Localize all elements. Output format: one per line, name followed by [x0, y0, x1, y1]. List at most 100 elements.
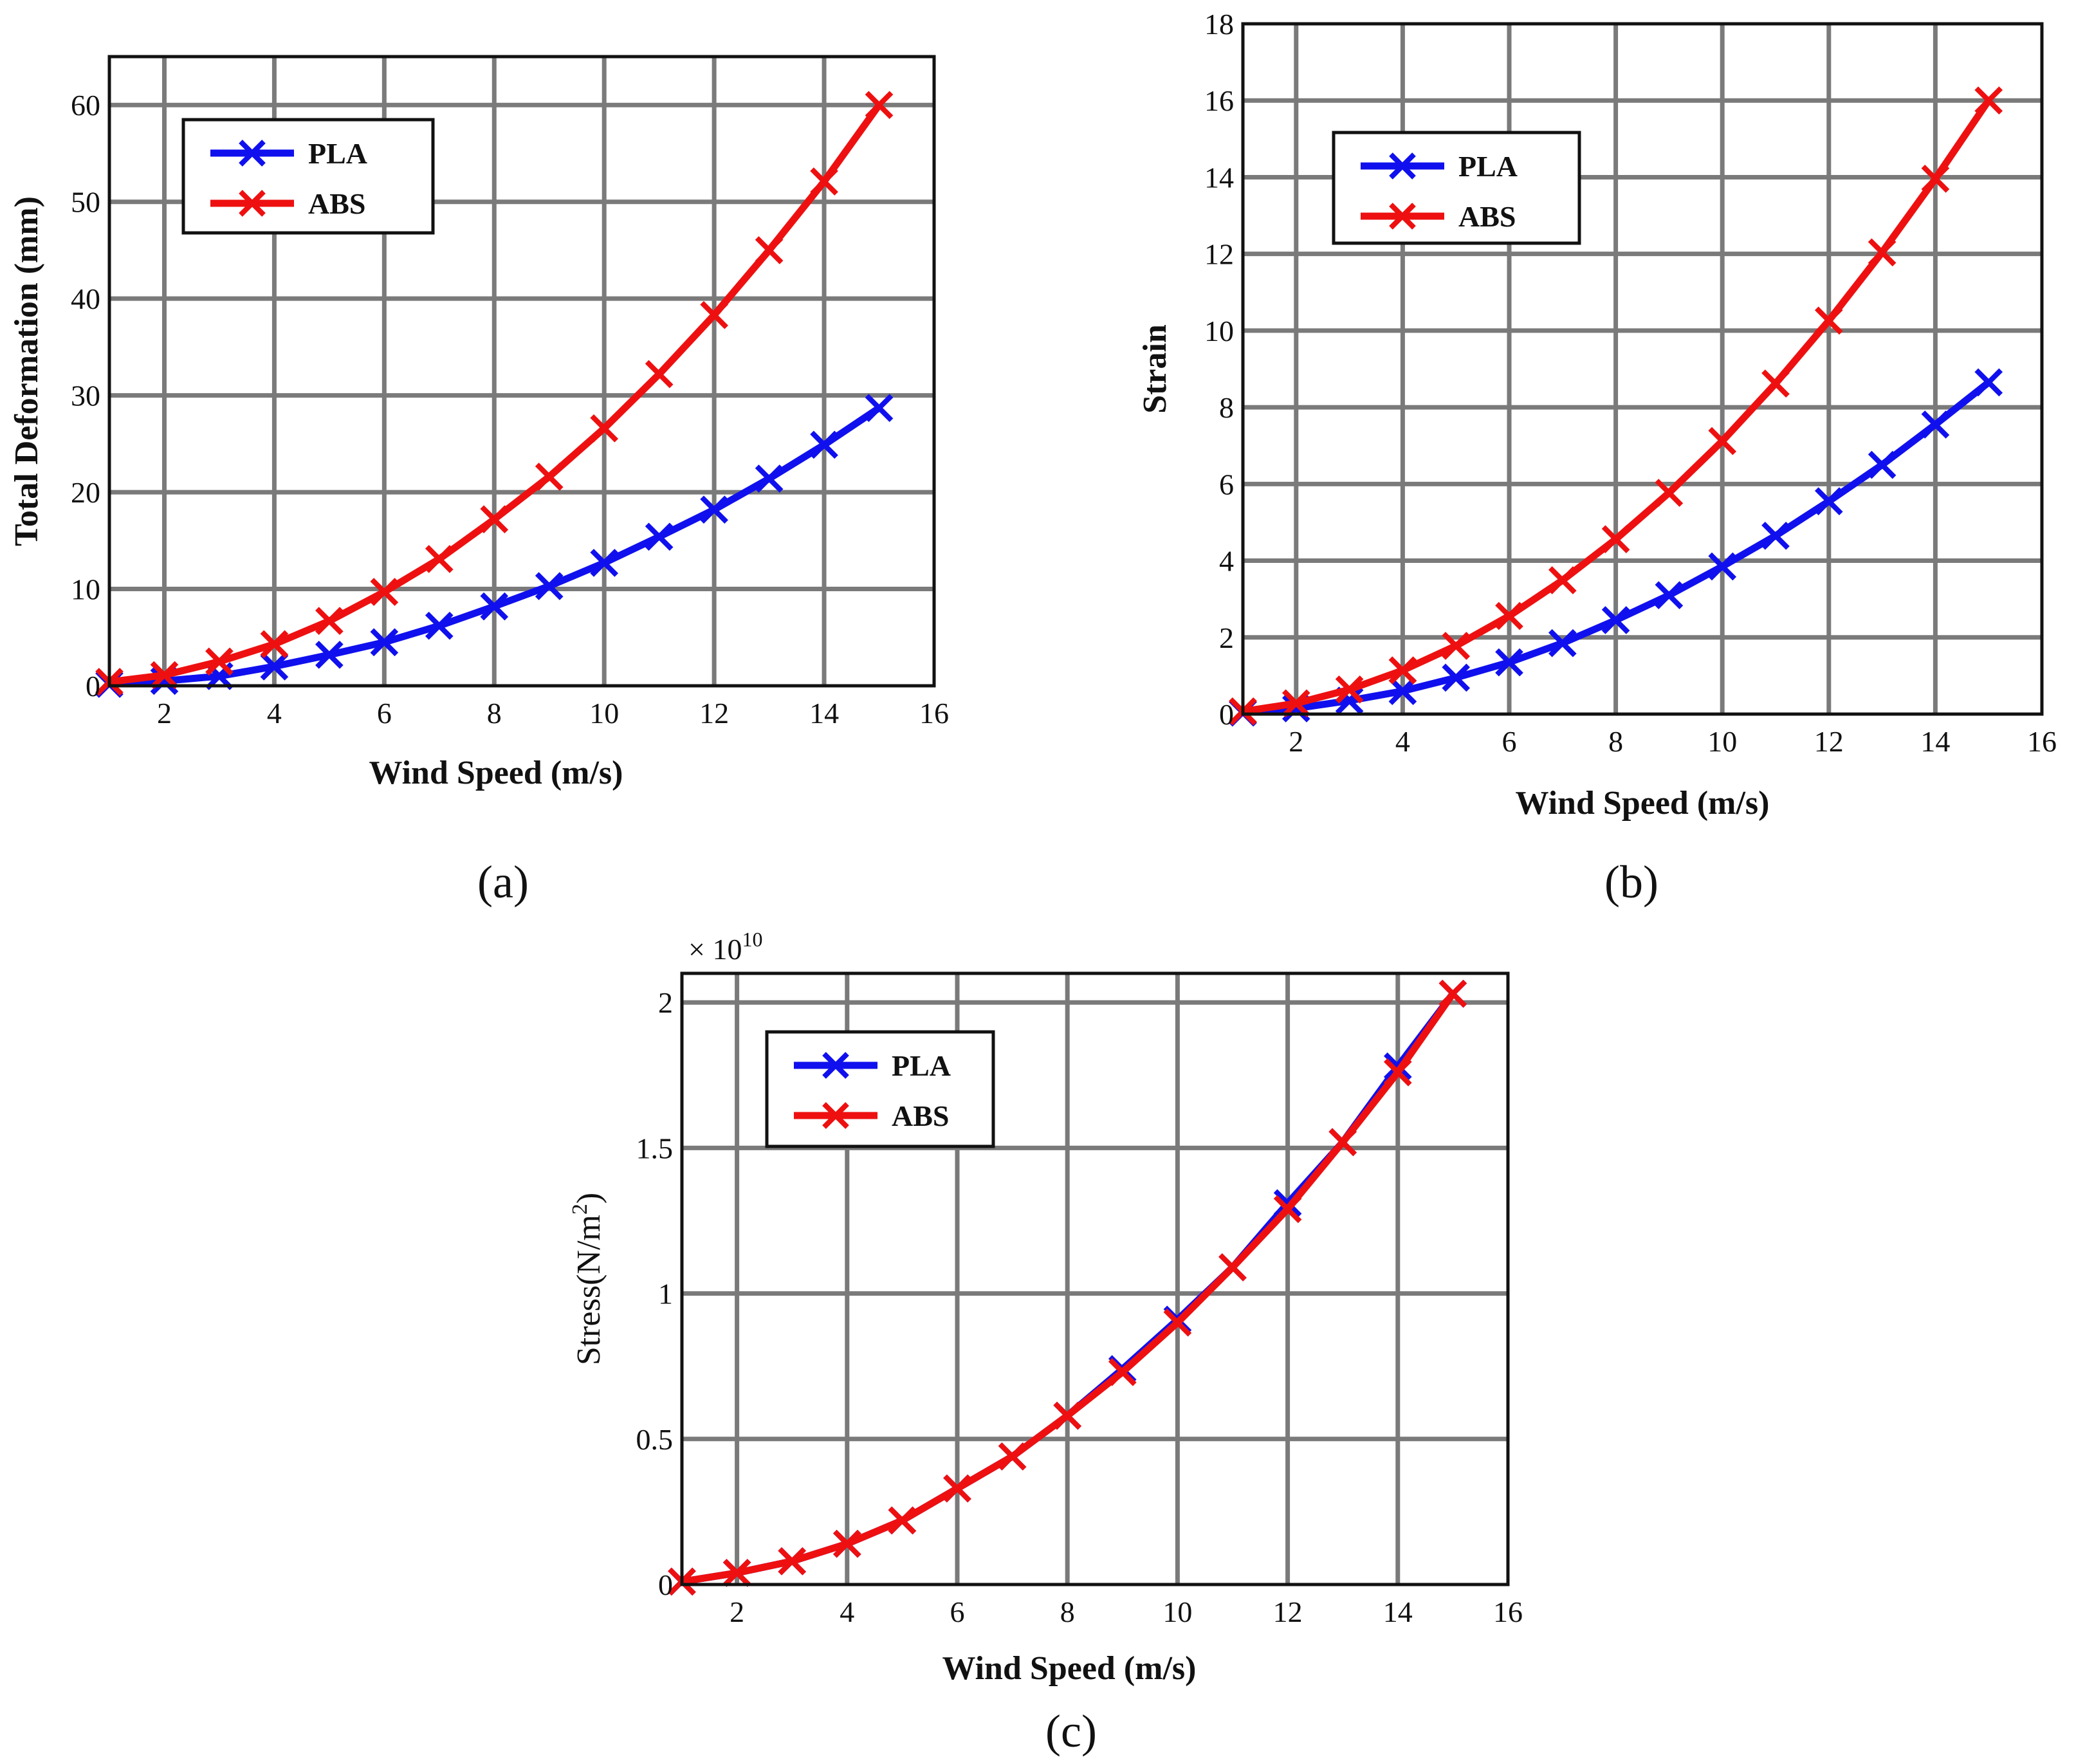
- y-tick-label: 10: [1204, 315, 1234, 347]
- data-point-abs: [1974, 86, 2003, 115]
- legend-marker-abs: [1389, 203, 1416, 230]
- data-point-abs: [888, 1506, 917, 1535]
- y-axis-label-group: Stress(N/m2): [568, 1193, 607, 1365]
- y-axis-label: Strain: [1137, 324, 1173, 414]
- data-point-abs: [1328, 1128, 1357, 1157]
- data-point-pla: [535, 572, 564, 600]
- x-axis-label: Wind Speed (m/s): [369, 755, 623, 791]
- data-point-abs: [700, 300, 728, 329]
- panel-a-caption: (a): [477, 856, 529, 908]
- legend-label-abs: ABS: [1458, 200, 1516, 233]
- x-tick-label: 6: [377, 697, 392, 730]
- y-tick-label: 0.5: [636, 1423, 674, 1456]
- legend-label-pla: PLA: [308, 137, 367, 170]
- y-tick-label: 12: [1204, 238, 1234, 271]
- data-point-abs: [1708, 427, 1737, 455]
- y-tick-label: 10: [71, 573, 100, 606]
- data-point-pla: [1388, 677, 1417, 706]
- y-tick-label: 30: [71, 380, 100, 412]
- legend: PLA ABS: [1332, 131, 1581, 245]
- y-tick-label: 18: [1204, 8, 1234, 41]
- x-tick-label: 10: [1162, 1595, 1192, 1628]
- y-tick-label: 0: [86, 670, 100, 703]
- y-tick-label: 20: [71, 476, 100, 509]
- data-point-pla: [1708, 552, 1737, 581]
- data-point-pla: [1868, 450, 1897, 479]
- legend-marker-pla: [1389, 152, 1416, 179]
- data-point-abs: [1921, 165, 1950, 193]
- data-point-abs: [1442, 632, 1471, 660]
- axes-frame: [107, 55, 936, 688]
- y-axis-label-group: Strain: [1137, 324, 1173, 414]
- data-point-abs: [150, 661, 179, 690]
- axes-frame: [1241, 22, 2044, 716]
- data-point-abs: [1601, 525, 1630, 554]
- data-point-abs: [205, 647, 234, 676]
- data-point-abs: [1388, 656, 1417, 684]
- data-point-pla: [1761, 521, 1790, 550]
- data-point-abs: [535, 463, 564, 491]
- x-tick-label: 14: [809, 697, 839, 730]
- panel-c-caption: (c): [1045, 1705, 1097, 1757]
- data-point-abs: [832, 1529, 861, 1558]
- y-tick-label: 2: [1219, 621, 1234, 654]
- legend-label-pla: PLA: [892, 1049, 951, 1082]
- y-tick-label: 2: [658, 986, 673, 1019]
- x-tick-label: 4: [840, 1595, 854, 1628]
- data-point-pla: [755, 464, 784, 493]
- x-tick-label: 12: [1814, 725, 1844, 758]
- y-tick-label: 4: [1219, 545, 1234, 578]
- x-tick-label: 2: [157, 697, 172, 730]
- x-tick-label: 8: [1608, 725, 1623, 758]
- y-axis-label: Total Deformation (mm): [8, 196, 45, 546]
- legend-marker-pla: [822, 1052, 849, 1079]
- y-axis-label-suffix: ): [571, 1193, 607, 1204]
- x-axis-label: Wind Speed (m/s): [942, 1650, 1197, 1687]
- data-point-abs: [1814, 306, 1843, 335]
- data-point-abs: [998, 1442, 1027, 1471]
- y-axis-exponent-power: 10: [742, 928, 762, 951]
- panel-b-plot: 2 4 6 8 10 12 14 16 0 2 4 6 8 10 12 14 16 18 Wind Speed (m…: [1137, 8, 2057, 822]
- panel-a-chart: 2 4 6 8 10 12 14 16 0 10 20 30 40 50 60 Wind Speed (m/s…: [8, 55, 949, 908]
- x-tick-label: 14: [1920, 725, 1950, 758]
- panel-c-plot: 2 4 6 8 10 12 14 16 0 0.5 1 1.5 2 Wind Speed (m/s) Str…: [568, 928, 1523, 1687]
- y-tick-label: 0: [658, 1568, 673, 1601]
- data-point-pla: [1442, 663, 1471, 692]
- data-point-abs: [865, 91, 894, 120]
- series-abs: [1229, 86, 2003, 726]
- panel-b-caption: (b): [1604, 856, 1658, 908]
- data-point-pla: [810, 430, 838, 459]
- data-point-abs: [1761, 369, 1790, 398]
- x-tick-label: 10: [589, 697, 619, 730]
- data-point-abs: [722, 1559, 751, 1587]
- y-tick-label: 60: [71, 89, 100, 122]
- y-axis-exponent: × 1010: [688, 928, 762, 966]
- data-point-pla: [1814, 487, 1843, 515]
- x-tick-label: 2: [730, 1595, 744, 1628]
- data-point-pla: [645, 522, 674, 551]
- legend-box: [1332, 131, 1581, 245]
- series-abs: [95, 91, 894, 696]
- x-tick-label: 16: [1493, 1595, 1523, 1628]
- x-tick-label: 4: [1395, 725, 1410, 758]
- x-tick-label: 6: [950, 1595, 965, 1628]
- legend-label-pla: PLA: [1458, 150, 1518, 183]
- x-axis-label: Wind Speed (m/s): [1516, 785, 1770, 822]
- data-point-abs: [1655, 479, 1684, 507]
- data-point-pla: [590, 549, 619, 577]
- data-point-pla: [480, 592, 509, 621]
- data-point-pla: [1921, 410, 1950, 439]
- x-tick-label: 10: [1707, 725, 1737, 758]
- y-axis-label-superscript: 2: [568, 1204, 592, 1215]
- data-point-pla: [1495, 648, 1523, 677]
- y-tick-label: 8: [1219, 391, 1234, 424]
- data-point-pla: [700, 495, 728, 524]
- y-tick-label: 50: [71, 186, 100, 219]
- data-point-pla: [1601, 606, 1630, 634]
- data-point-abs: [1281, 689, 1310, 718]
- y-axis-label-group: Total Deformation (mm): [8, 196, 45, 546]
- data-point-abs: [943, 1474, 971, 1503]
- legend-box: [181, 118, 435, 235]
- legend-marker-abs: [239, 190, 266, 217]
